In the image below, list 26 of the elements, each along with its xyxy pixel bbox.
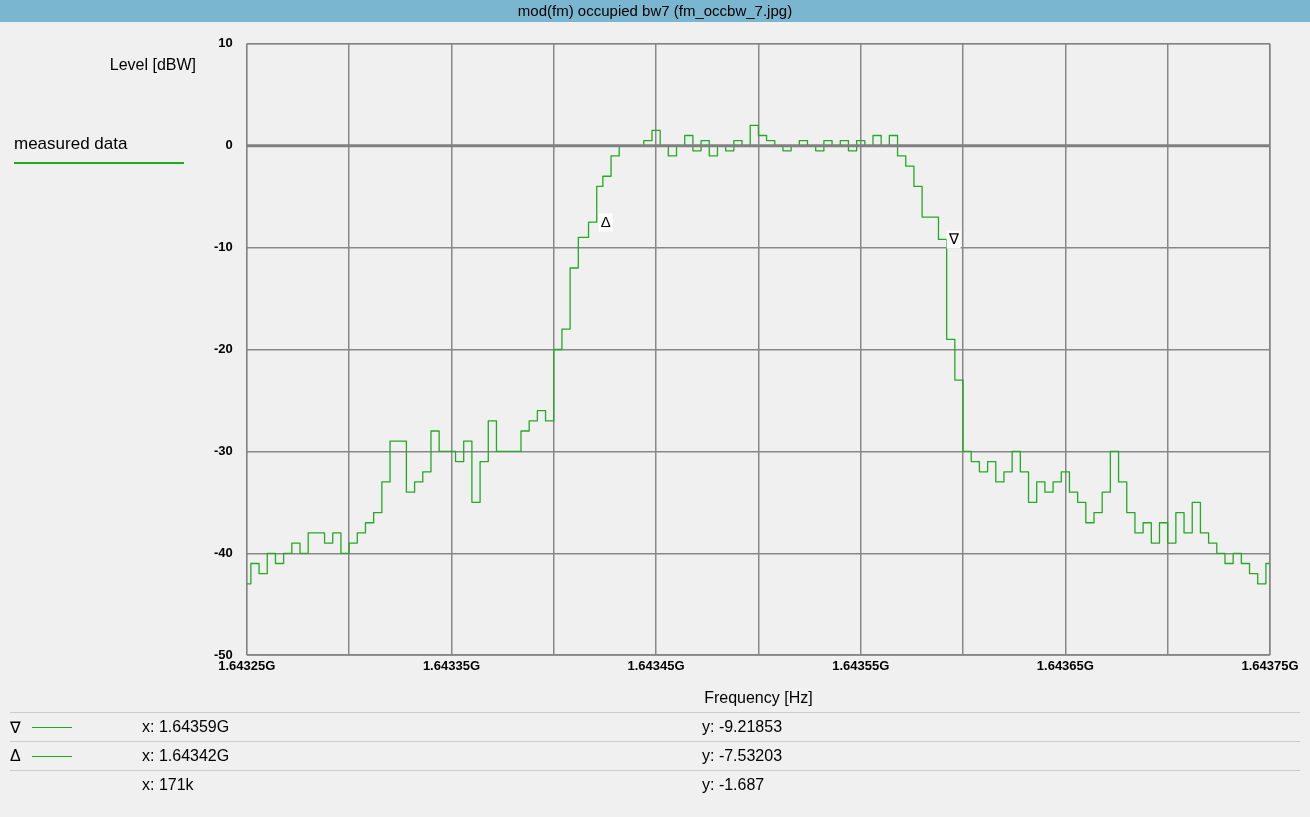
text: y: -9.21853 bbox=[702, 718, 783, 736]
text: x: 171k bbox=[142, 776, 195, 794]
y-tick-label: -30 bbox=[213, 442, 233, 458]
y-tick-label: -40 bbox=[213, 544, 233, 560]
text: x: 1.64359G bbox=[142, 718, 231, 736]
x-tick-label: 1.64365G bbox=[1036, 657, 1094, 673]
annotation: Δ bbox=[600, 212, 611, 230]
annotation: ∇ bbox=[947, 229, 960, 247]
text: measured data bbox=[14, 134, 128, 153]
y-tick-label: 0 bbox=[225, 137, 233, 153]
x-tick-label: 1.64355G bbox=[832, 657, 890, 673]
text: y: -7.53203 bbox=[702, 747, 783, 765]
y-axis-title: Level [dBW] bbox=[108, 56, 196, 74]
text: y: -1.687 bbox=[702, 776, 765, 794]
y-tick-label: -10 bbox=[213, 239, 233, 255]
y-tick-label: -20 bbox=[213, 341, 233, 357]
x-tick-label: 1.64375G bbox=[1241, 657, 1299, 673]
x-tick-label: 1.64335G bbox=[422, 657, 480, 673]
x-tick-label: 1.64345G bbox=[627, 657, 685, 673]
text: Δ bbox=[10, 747, 21, 764]
y-tick-label: 10 bbox=[218, 35, 233, 51]
text: ∇ bbox=[10, 718, 21, 736]
y-tick-label: -50 bbox=[213, 646, 233, 662]
text: x: 1.64342G bbox=[142, 747, 231, 765]
x-axis-title: Frequency [Hz] bbox=[704, 688, 813, 706]
chart-title: mod(fm) occupied bw7 (fm_occbw_7.jpg) bbox=[0, 0, 1310, 22]
